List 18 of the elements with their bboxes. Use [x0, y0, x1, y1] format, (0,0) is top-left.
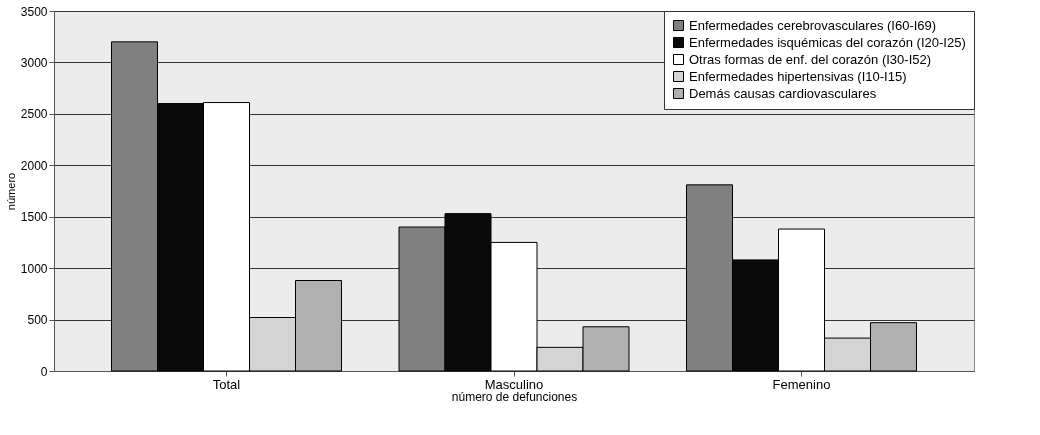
x-tick-label: Femenino [772, 376, 831, 392]
y-tick-label: 2000 [20, 158, 48, 173]
legend-label: Otras formas de enf. del corazón (I30-I52) [689, 51, 932, 67]
x-tick-label: Total [212, 376, 241, 392]
legend-label: Enfermedades hipertensivas (I10-I15) [689, 68, 907, 84]
y-tick-label: 0 [40, 364, 48, 379]
y-tick-label: 500 [27, 313, 48, 328]
y-tick-label: 2500 [20, 107, 48, 122]
legend-label: Demás causas cardiovasculares [689, 85, 877, 101]
y-axis-title: número [4, 172, 17, 211]
legend-label: Enfermedades cerebrovasculares (I60-I69) [689, 17, 937, 33]
x-axis-title: número de defunciones [451, 389, 578, 404]
x-tick-label: Masculino [484, 376, 544, 392]
y-tick-label: 1000 [20, 261, 48, 276]
y-tick-label: 1500 [20, 210, 48, 225]
y-tick-label: 3500 [20, 4, 48, 19]
legend-label: Enfermedades isquémicas del corazón (I20-I25) [689, 34, 966, 50]
y-tick-label: 3000 [20, 55, 48, 70]
